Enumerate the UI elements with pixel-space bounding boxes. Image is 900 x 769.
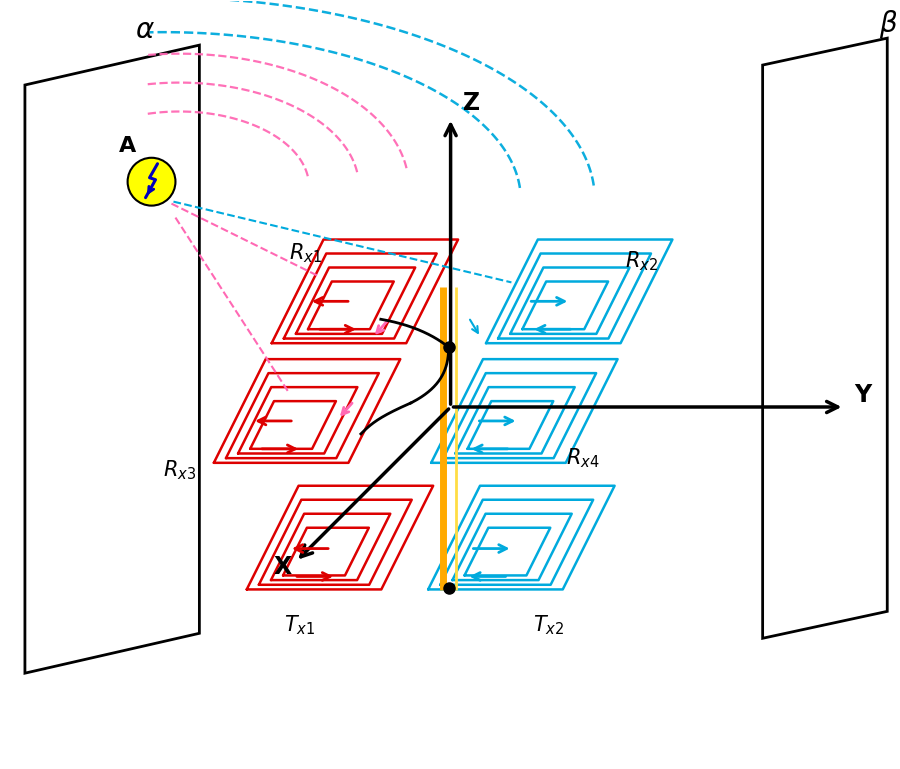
Text: $R_{x3}$: $R_{x3}$	[164, 459, 197, 482]
Text: $T_{x2}$: $T_{x2}$	[534, 614, 564, 637]
Text: $R_{x2}$: $R_{x2}$	[626, 249, 658, 273]
Circle shape	[128, 158, 176, 205]
Text: $T_{x1}$: $T_{x1}$	[284, 614, 315, 637]
Text: A: A	[119, 136, 136, 156]
Text: $R_{x1}$: $R_{x1}$	[289, 241, 322, 265]
Text: Z: Z	[463, 91, 480, 115]
Text: $\beta$: $\beta$	[879, 8, 898, 40]
Text: $\alpha$: $\alpha$	[135, 16, 155, 44]
Text: $R_{x4}$: $R_{x4}$	[566, 447, 599, 471]
Text: X: X	[274, 555, 292, 580]
Text: Y: Y	[854, 383, 871, 407]
